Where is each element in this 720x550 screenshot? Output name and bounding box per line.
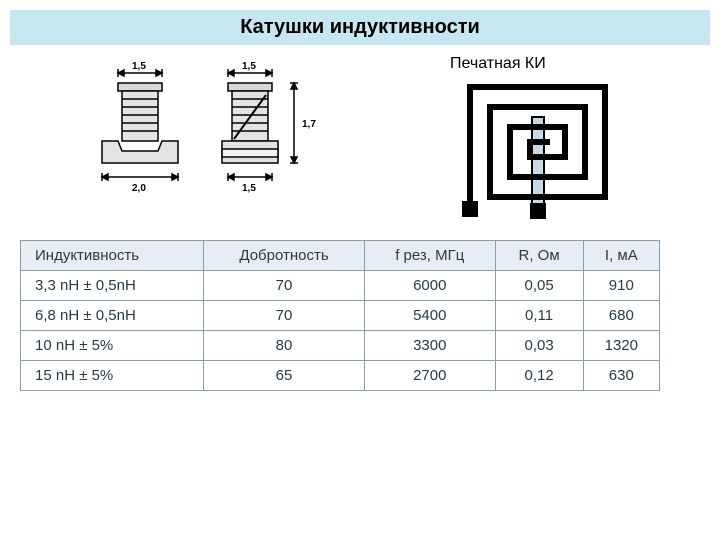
pcb-spiral-icon: [450, 77, 620, 227]
page-title: Катушки индуктивности: [10, 10, 710, 45]
dim-bottom-left: 2,0: [132, 183, 146, 194]
cell: 5400: [365, 301, 495, 331]
cell: 70: [204, 301, 365, 331]
col-fres: f рез, МГц: [365, 241, 495, 271]
cell: 1320: [583, 331, 659, 361]
cell: 2700: [365, 361, 495, 391]
cell: 0,12: [495, 361, 583, 391]
col-inductance: Индуктивность: [21, 241, 204, 271]
cell: 15 nH ± 5%: [21, 361, 204, 391]
cell: 6,8 nH ± 0,5nH: [21, 301, 204, 331]
tech-drawing: 1,5 2,0: [60, 55, 360, 213]
cell: 10 nH ± 5%: [21, 331, 204, 361]
table-row: 6,8 nH ± 0,5nH 70 5400 0,11 680: [21, 301, 660, 331]
dim-top-right: 1,5: [242, 61, 256, 72]
pcb-label: Печатная КИ: [450, 55, 690, 73]
cell: 0,05: [495, 271, 583, 301]
cell: 680: [583, 301, 659, 331]
table-row: 15 nH ± 5% 65 2700 0,12 630: [21, 361, 660, 391]
inductor-table: Индуктивность Добротность f рез, МГц R, …: [20, 240, 660, 391]
cell: 70: [204, 271, 365, 301]
col-q: Добротность: [204, 241, 365, 271]
cell: 630: [583, 361, 659, 391]
diagram-row: 1,5 2,0: [0, 45, 720, 230]
table-row: 3,3 nH ± 0,5nH 70 6000 0,05 910: [21, 271, 660, 301]
table-header-row: Индуктивность Добротность f рез, МГц R, …: [21, 241, 660, 271]
cell: 80: [204, 331, 365, 361]
dim-top-left: 1,5: [132, 61, 146, 72]
dim-bottom-right: 1,5: [242, 183, 256, 194]
cell: 0,11: [495, 301, 583, 331]
cell: 3,3 nH ± 0,5nH: [21, 271, 204, 301]
cell: 6000: [365, 271, 495, 301]
cell: 0,03: [495, 331, 583, 361]
cell: 3300: [365, 331, 495, 361]
col-r: R, Ом: [495, 241, 583, 271]
table-row: 10 nH ± 5% 80 3300 0,03 1320: [21, 331, 660, 361]
cell: 910: [583, 271, 659, 301]
cell: 65: [204, 361, 365, 391]
col-i: I, мА: [583, 241, 659, 271]
dim-height-right: 1,7: [302, 119, 316, 130]
